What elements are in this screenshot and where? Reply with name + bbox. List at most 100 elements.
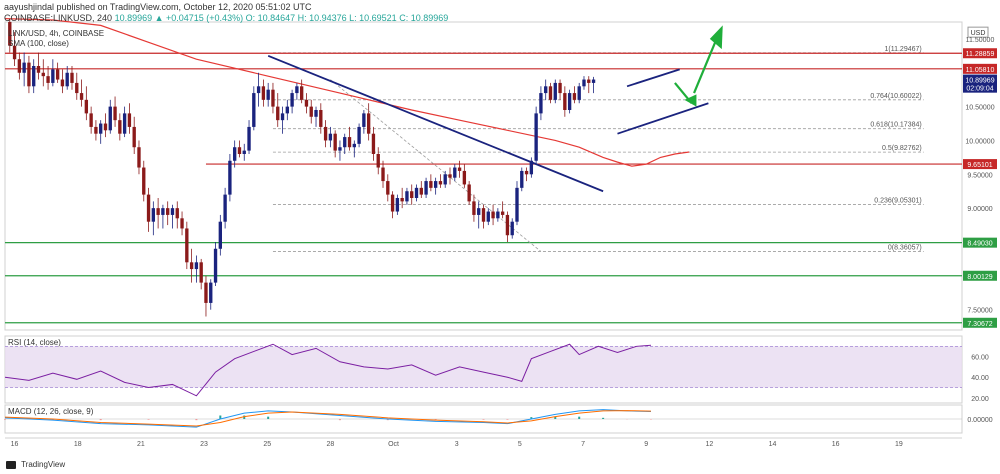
- candle-down: [429, 181, 433, 188]
- price-tag-box: [963, 159, 997, 170]
- candle-up: [582, 79, 586, 87]
- candle-down: [189, 262, 194, 270]
- time-axis-tick: 9: [644, 441, 648, 448]
- candle-up: [99, 123, 103, 134]
- macd-axis-tick: 0.00000: [967, 417, 992, 424]
- candle-up: [553, 82, 557, 100]
- candle-up: [22, 62, 26, 73]
- candle-down: [118, 120, 122, 134]
- price-tag-label: 10.89969: [965, 78, 994, 85]
- candle-up: [228, 160, 232, 195]
- candle-down: [17, 59, 22, 73]
- candle-up: [424, 181, 428, 195]
- candle-down: [309, 106, 313, 117]
- candle-up: [338, 147, 342, 151]
- candle-up: [285, 106, 289, 114]
- candle-down: [46, 76, 50, 83]
- candle-down: [419, 187, 423, 195]
- candle-down: [467, 184, 471, 202]
- candle-up: [534, 113, 538, 161]
- candle-up: [591, 79, 596, 83]
- candle-down: [587, 79, 591, 83]
- candle-down: [500, 211, 505, 215]
- candle-down: [381, 167, 385, 182]
- candle-up: [65, 72, 69, 87]
- candle-down: [156, 208, 160, 215]
- projection-arrow-up: [693, 35, 719, 94]
- ohlc-values: 10.89969 ▲ +0.04715 (+0.43%) O: 10.84647…: [114, 13, 449, 23]
- legend-pair: LINK/USD, 4h, COINBASE: [8, 29, 105, 38]
- candle-up: [414, 187, 419, 198]
- candle-up: [280, 113, 285, 121]
- candle-up: [108, 106, 112, 131]
- price-tag-box: [963, 270, 997, 281]
- price-axis-tick: 10.50000: [965, 105, 994, 112]
- candle-down: [146, 194, 151, 222]
- fib-level-label: 0.236(9.05301): [874, 198, 921, 205]
- candle-up: [295, 86, 299, 94]
- currency-tag-label: USD: [971, 30, 986, 37]
- candle-up: [343, 137, 347, 148]
- candle-down: [36, 66, 41, 73]
- candle-down: [175, 208, 179, 219]
- candle-up: [213, 248, 218, 283]
- candle-down: [558, 82, 562, 94]
- tradingview-brand[interactable]: TradingView: [6, 460, 65, 469]
- rsi-line: [4, 343, 652, 397]
- candle-down: [472, 201, 476, 215]
- candle-up: [223, 194, 227, 222]
- candle-down: [55, 69, 60, 80]
- time-axis-tick: 14: [769, 441, 777, 448]
- candle-up: [395, 198, 400, 212]
- candle-up: [247, 126, 251, 151]
- price-pane-frame: [4, 21, 963, 331]
- candle-up: [170, 208, 175, 215]
- time-axis-tick: 23: [200, 441, 208, 448]
- candle-down: [371, 133, 376, 154]
- candle-down: [84, 99, 89, 114]
- candle-down: [70, 72, 74, 83]
- candle-up: [443, 174, 447, 185]
- candle-up: [539, 93, 543, 114]
- candle-up: [209, 282, 213, 303]
- candle-up: [122, 113, 127, 134]
- time-axis-tick: 16: [11, 441, 19, 448]
- rsi-axis-tick: 40.00: [971, 375, 989, 382]
- candle-down: [323, 126, 328, 141]
- rsi-title: RSI (14, close): [8, 338, 61, 347]
- price-tag-box: [963, 48, 997, 59]
- price-axis-tick: 10.00000: [965, 138, 994, 145]
- candle-down: [127, 113, 132, 127]
- fib-level-label: 0.618(10.17384): [870, 122, 921, 129]
- candle-up: [567, 93, 572, 110]
- candle-down: [27, 62, 31, 87]
- price-axis-tick: 9.00000: [967, 206, 992, 213]
- candle-down: [142, 167, 146, 195]
- price-axis-tick: 11.50000: [966, 37, 995, 44]
- trend-line: [626, 68, 680, 88]
- candle-down: [505, 214, 510, 236]
- rsi-axis-tick: 20.00: [971, 396, 989, 403]
- fib-level-label: 0.5(9.82762): [882, 145, 922, 152]
- candle-down: [261, 86, 266, 100]
- candle-down: [457, 167, 462, 171]
- candle-down: [60, 79, 65, 87]
- time-axis-tick: 28: [326, 441, 334, 448]
- candle-down: [276, 106, 280, 121]
- fib-level-label: 0(8.36057): [888, 244, 922, 251]
- candle-down: [524, 170, 529, 175]
- time-axis-tick: 7: [581, 441, 585, 448]
- candle-down: [386, 181, 390, 195]
- time-axis-tick: 21: [137, 441, 145, 448]
- candle-up: [314, 110, 318, 117]
- candle-up: [161, 208, 165, 215]
- candle-down: [491, 211, 495, 219]
- price-tag-label: 11.28859: [966, 51, 995, 58]
- price-tag-box: [963, 317, 997, 328]
- macd-signal-line: [4, 410, 651, 427]
- candle-down: [199, 262, 203, 283]
- time-axis-tick: 19: [895, 441, 903, 448]
- candle-down: [204, 282, 208, 303]
- currency-tag-box: [967, 26, 989, 38]
- candle-up: [544, 86, 548, 94]
